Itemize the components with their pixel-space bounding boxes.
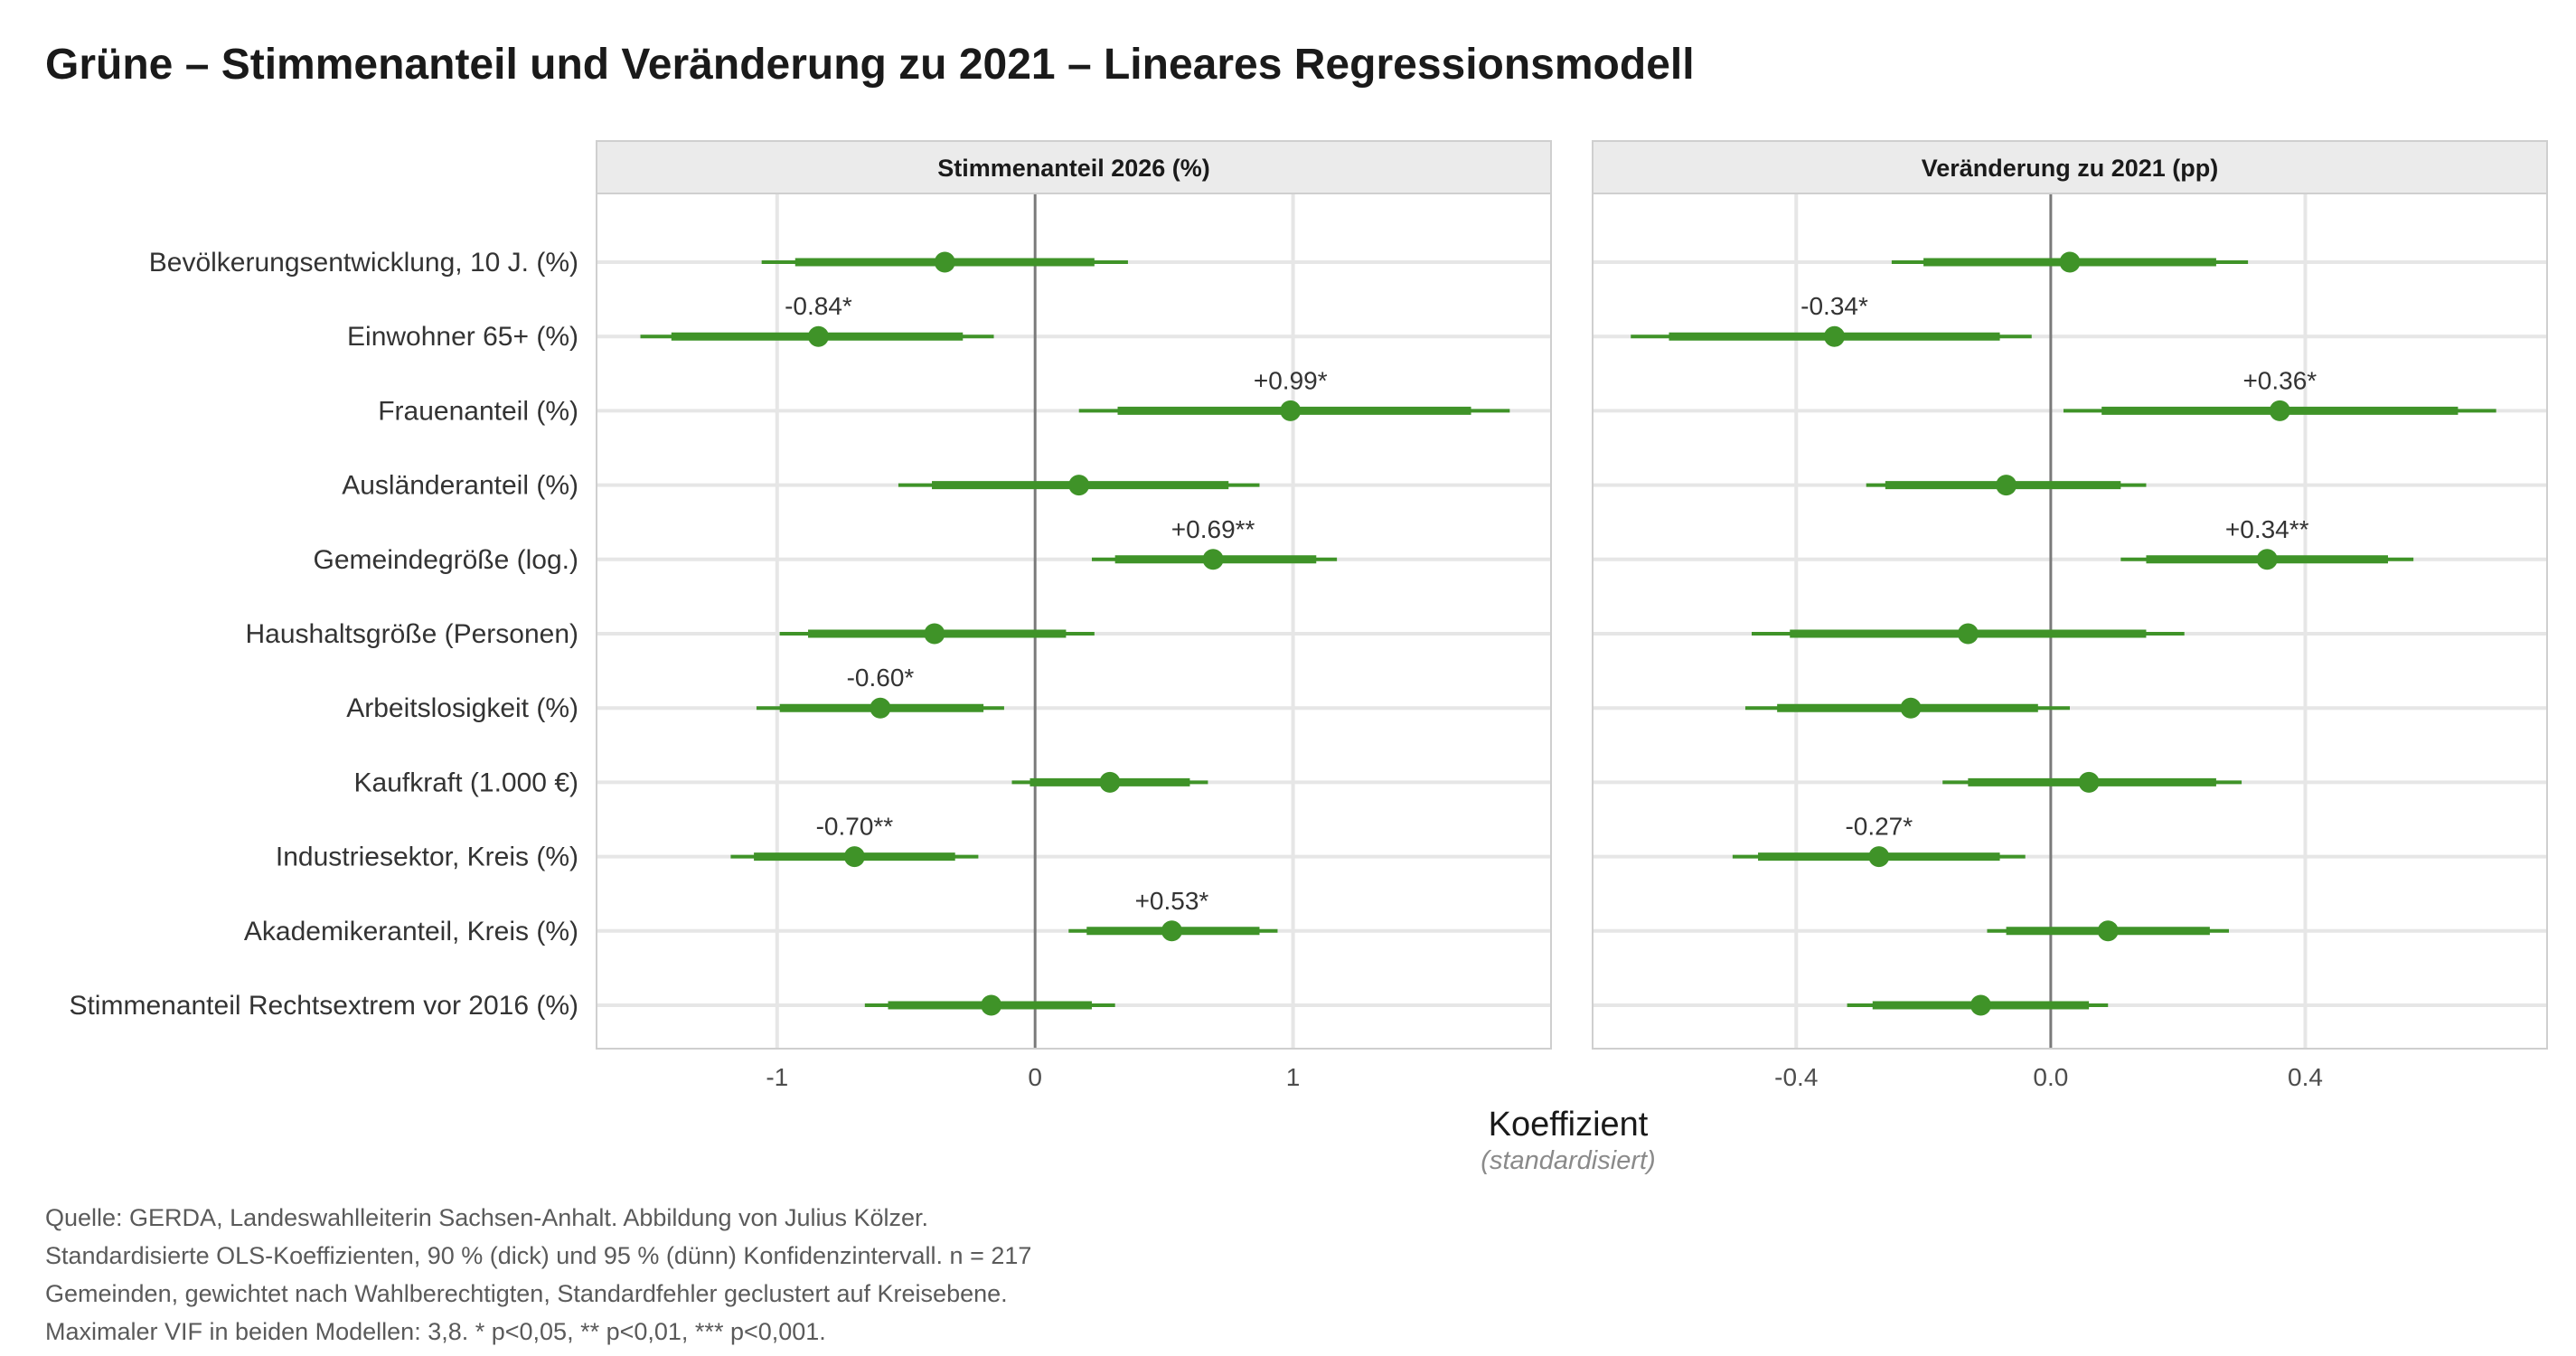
estimate-label: +0.99* xyxy=(1254,366,1328,394)
estimate-point xyxy=(807,325,829,347)
estimate-label: +0.53* xyxy=(1135,887,1209,915)
term-label: Bevölkerungsentwicklung, 10 J. (%) xyxy=(149,248,578,278)
estimate-label: -0.60* xyxy=(847,664,915,692)
estimate-point xyxy=(2097,920,2119,942)
estimate-label: -0.34* xyxy=(1800,292,1868,320)
term-label: Akademikeranteil, Kreis (%) xyxy=(244,917,578,946)
estimate-point xyxy=(843,846,865,868)
panel-title: Veränderung zu 2021 (pp) xyxy=(1922,155,2219,182)
estimate-point xyxy=(1161,920,1182,942)
panel-strip xyxy=(1592,140,2548,194)
panel-1: Stimmenanteil 2026 (%) -1 0 1 -0.84* +0.99* +0… xyxy=(596,140,1552,1091)
estimate-point xyxy=(1900,697,1922,719)
x-tick-label: 0.4 xyxy=(2288,1063,2323,1091)
estimate-point xyxy=(1202,549,1224,570)
estimate-point xyxy=(1099,771,1121,793)
x-tick-label: -0.4 xyxy=(1774,1063,1818,1091)
x-tick-label: 0.0 xyxy=(2033,1063,2068,1091)
estimate-point xyxy=(934,251,955,273)
panel-background xyxy=(1592,193,2548,1050)
term-label: Gemeindegröße (log.) xyxy=(314,545,578,575)
estimate-point xyxy=(2059,251,2081,273)
estimate-label: -0.27* xyxy=(1845,813,1913,841)
chart-title: Grüne – Stimmenanteil und Veränderung zu… xyxy=(45,41,1695,89)
estimate-label: +0.34** xyxy=(2225,515,2309,543)
estimate-point xyxy=(2078,771,2100,793)
estimate-point xyxy=(1868,846,1890,868)
x-tick-label: -1 xyxy=(766,1063,788,1091)
chart-caption: Quelle: GERDA, Landeswahlleiterin Sachse… xyxy=(45,1204,1032,1345)
estimate-point xyxy=(2256,549,2278,570)
x-tick-label: 1 xyxy=(1286,1063,1301,1091)
estimate-label: -0.70** xyxy=(816,813,894,841)
term-label: Kaufkraft (1.000 €) xyxy=(354,767,578,797)
term-label: Ausländeranteil (%) xyxy=(342,471,578,501)
estimate-point xyxy=(1280,400,1302,421)
x-axis-subtitle: (standardisiert) xyxy=(1481,1146,1655,1175)
estimate-label: +0.69** xyxy=(1171,515,1255,543)
term-label: Arbeitslosigkeit (%) xyxy=(346,693,578,723)
estimate-point xyxy=(1068,475,1090,496)
term-label: Frauenanteil (%) xyxy=(378,396,578,426)
term-label: Einwohner 65+ (%) xyxy=(347,322,578,352)
term-label: Industriesektor, Kreis (%) xyxy=(276,843,578,872)
estimate-point xyxy=(1996,475,2017,496)
estimate-point xyxy=(2269,400,2290,421)
estimate-point xyxy=(1957,623,1979,645)
panel-title: Stimmenanteil 2026 (%) xyxy=(937,155,1210,182)
x-tick-label: 0 xyxy=(1028,1063,1042,1091)
estimate-point xyxy=(1970,994,1991,1016)
estimate-label: +0.36* xyxy=(2242,366,2317,394)
x-axis-title: Koeffizient xyxy=(1489,1106,1649,1144)
term-label: Stimmenanteil Rechtsextrem vor 2016 (%) xyxy=(69,991,578,1021)
estimate-point xyxy=(870,697,891,719)
panel-2: Veränderung zu 2021 (pp) -0.4 0.0 0.4 -0.34*… xyxy=(1592,140,2548,1091)
panel-strip xyxy=(596,140,1552,194)
term-label: Haushaltsgröße (Personen) xyxy=(245,619,578,649)
estimate-point xyxy=(924,623,945,645)
estimate-point xyxy=(981,994,1002,1016)
estimate-label: -0.84* xyxy=(785,292,852,320)
panel-background xyxy=(596,193,1552,1050)
estimate-point xyxy=(1824,325,1846,347)
